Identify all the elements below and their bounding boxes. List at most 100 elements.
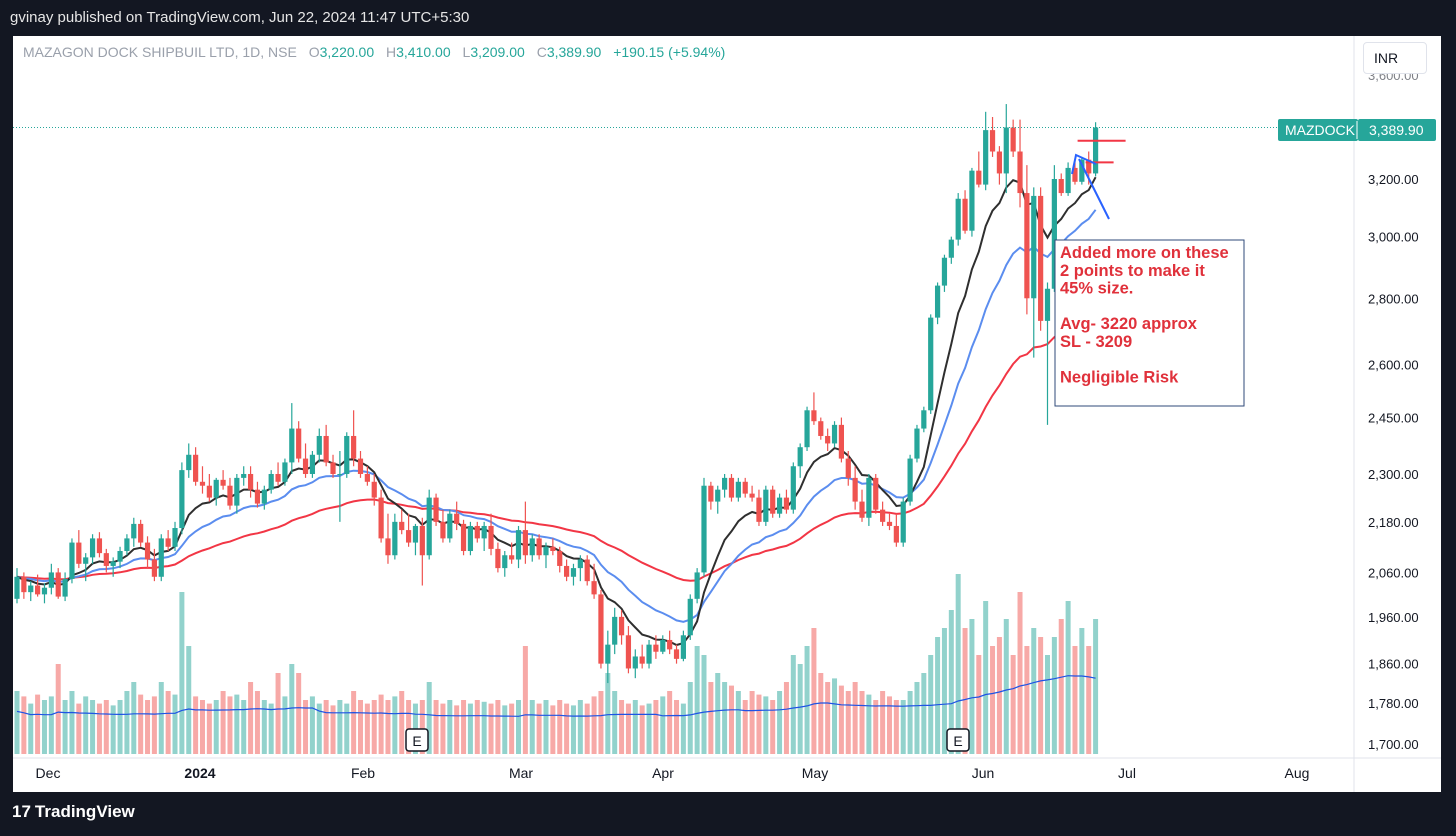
- volume-bar: [983, 601, 989, 754]
- candle: [749, 485, 755, 502]
- candle: [632, 649, 638, 679]
- candle: [660, 635, 666, 655]
- volume-bar: [598, 691, 604, 754]
- volume-bar: [509, 703, 515, 754]
- candle: [687, 594, 693, 640]
- arrow-annotation: [1071, 153, 1110, 220]
- candle: [206, 473, 212, 502]
- volume-bar: [694, 646, 700, 754]
- volume-bar: [69, 691, 75, 754]
- candle: [447, 509, 453, 543]
- volume-bar: [680, 703, 686, 754]
- volume-bar: [1079, 628, 1085, 754]
- earnings-marker: E: [405, 728, 429, 752]
- volume-bar: [14, 691, 20, 754]
- price-tick-label: 1,700.00: [1368, 737, 1419, 752]
- candle: [790, 462, 796, 514]
- volume-bar: [234, 694, 240, 754]
- candle: [536, 534, 542, 560]
- candle: [1058, 173, 1064, 196]
- candle: [302, 443, 309, 478]
- volume-bar: [145, 700, 151, 754]
- candle: [818, 417, 824, 440]
- time-axis: Dec 2024 Feb Mar Apr May Jun Jul Aug: [36, 765, 1310, 781]
- volume-bar: [783, 682, 789, 754]
- volume-bar: [55, 664, 61, 754]
- volume-bar: [770, 700, 776, 754]
- candle: [454, 501, 460, 531]
- candle: [770, 485, 776, 518]
- volume-bar: [440, 703, 446, 754]
- volume-bar: [1010, 655, 1016, 754]
- price-chart[interactable]: 3,200.00 3,000.00 2,800.00 2,600.00 2,450.00…: [13, 36, 1441, 792]
- candle: [886, 513, 893, 531]
- candle: [392, 513, 398, 560]
- candle: [213, 477, 219, 506]
- candle: [89, 534, 96, 564]
- volume-bar: [1086, 646, 1092, 754]
- volume-bar: [845, 691, 851, 754]
- tradingview-logo[interactable]: 17 TradingView: [12, 802, 135, 822]
- footer-bar: 17 TradingView: [0, 792, 1456, 836]
- earnings-label: E: [953, 733, 962, 749]
- volume-bar: [248, 682, 254, 754]
- candle: [625, 626, 632, 674]
- volume-bar: [110, 705, 116, 754]
- volume-bar: [495, 700, 501, 754]
- volume-bar: [323, 700, 329, 754]
- volume-bar: [151, 696, 157, 754]
- volume-bar: [832, 678, 838, 754]
- annotation-line: Added more on these: [1060, 244, 1229, 262]
- currency-button[interactable]: INR: [1363, 42, 1427, 74]
- volume-bar: [749, 691, 755, 754]
- published-text: gvinay published on TradingView.com, Jun…: [10, 9, 470, 26]
- volume-bar: [337, 700, 343, 754]
- annotation-line: 45% size.: [1060, 280, 1133, 298]
- volume-bar: [804, 646, 810, 754]
- volume-bar: [763, 696, 769, 754]
- earnings-marker: E: [946, 728, 970, 752]
- candle: [502, 551, 508, 577]
- volume-bar: [461, 700, 467, 754]
- price-tick-label: 1,960.00: [1368, 610, 1419, 625]
- volume-bar: [364, 703, 370, 754]
- candle: [715, 485, 721, 514]
- volume-bar: [660, 696, 666, 754]
- candle: [1031, 187, 1037, 358]
- volume-bar: [241, 700, 247, 754]
- candle: [667, 630, 673, 655]
- time-tick-label: Feb: [351, 765, 375, 781]
- candle: [605, 630, 611, 684]
- candle: [138, 519, 144, 547]
- candle: [124, 534, 130, 556]
- candle: [1038, 187, 1044, 331]
- volume-bar: [83, 696, 89, 754]
- volume-bar: [777, 691, 783, 754]
- price-tick-label: 3,200.00: [1368, 172, 1419, 187]
- candle: [467, 521, 474, 556]
- candle: [337, 450, 343, 522]
- volume-bar: [928, 655, 934, 754]
- candle: [907, 454, 913, 506]
- tradingview-brand: TradingView: [34, 802, 135, 821]
- volume-bar: [742, 700, 748, 754]
- volume-bar: [859, 691, 865, 754]
- candle: [653, 635, 659, 659]
- candle: [701, 477, 707, 577]
- candle: [186, 443, 192, 478]
- volume-bar: [838, 685, 844, 754]
- volume-bar: [1072, 646, 1078, 754]
- candle: [172, 521, 178, 552]
- candle: [618, 610, 625, 645]
- candle: [831, 421, 838, 448]
- volume-bar: [227, 696, 233, 754]
- volume-bar: [220, 691, 226, 754]
- volume-bar: [516, 700, 522, 754]
- candle: [495, 542, 501, 573]
- volume-bar: [385, 700, 391, 754]
- candle: [1065, 162, 1071, 196]
- candle: [247, 466, 254, 498]
- volume-bar: [1093, 619, 1099, 754]
- chart-area[interactable]: 3,200.00 3,000.00 2,800.00 2,600.00 2,450.00…: [13, 36, 1441, 792]
